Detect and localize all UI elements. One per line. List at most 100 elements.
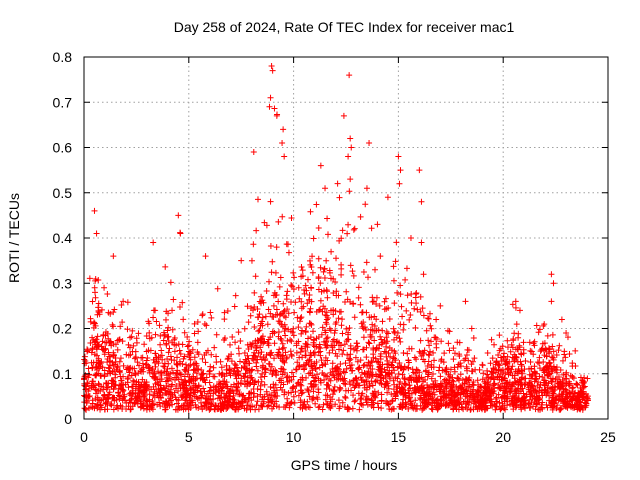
data-point [438,356,445,363]
data-point [339,351,346,358]
data-point [325,231,332,238]
data-point [351,225,358,232]
data-point [191,354,198,361]
data-point [412,324,419,331]
data-point [409,366,416,373]
data-point [347,351,354,358]
data-point [308,362,315,369]
data-point [230,392,237,399]
data-point [283,292,290,299]
data-point [498,376,505,383]
data-point [158,387,165,394]
data-point [426,310,433,317]
data-point [417,293,424,300]
data-point [533,322,540,329]
data-point [292,388,299,395]
data-point [402,381,409,388]
data-point [494,374,501,381]
data-point [206,400,213,407]
data-point [111,367,118,374]
data-point [97,388,104,395]
data-point [516,344,523,351]
data-point [522,380,529,387]
data-point [81,353,88,360]
data-point [321,274,328,281]
data-point [208,351,215,358]
data-point [522,357,529,364]
data-point [318,357,325,364]
data-point [210,390,217,397]
data-point [269,405,276,412]
data-point [290,286,297,293]
data-point [126,365,133,372]
data-point [254,196,261,203]
data-point [516,376,523,383]
data-point [372,266,379,273]
data-point [179,382,186,389]
data-point [478,398,485,405]
data-point [274,311,281,318]
data-point [417,349,424,356]
data-point [271,394,278,401]
data-point [531,368,538,375]
data-point [101,351,108,358]
data-point [103,386,110,393]
data-point [476,366,483,373]
data-point [515,366,522,373]
data-point [324,215,331,222]
data-point [321,266,328,273]
data-point [425,337,432,344]
data-point [258,349,265,356]
data-point [315,255,322,262]
data-point [549,389,556,396]
data-point [499,343,506,350]
data-point [247,379,254,386]
data-point [548,298,555,305]
data-point [504,402,511,409]
data-point [555,347,562,354]
data-point [110,351,117,358]
data-point [161,363,168,370]
data-point [342,394,349,401]
data-point [502,360,509,367]
data-point [469,368,476,375]
data-point [219,370,226,377]
data-point [115,392,122,399]
data-point [432,334,439,341]
data-point [406,316,413,323]
data-point [118,377,125,384]
data-point [241,373,248,380]
data-point [549,378,556,385]
data-point [395,153,402,160]
data-point [105,364,112,371]
data-point [399,385,406,392]
data-point [352,345,359,352]
data-point [391,300,398,307]
data-point [256,311,263,318]
data-point [435,400,442,407]
y-tick-label: 0.1 [53,366,73,382]
data-point [372,355,379,362]
data-point [532,406,539,413]
chart-title: Day 258 of 2024, Rate Of TEC Index for r… [174,19,515,35]
data-point [298,345,305,352]
data-point [459,376,466,383]
data-point [371,313,378,320]
data-point [238,380,245,387]
data-point [437,396,444,403]
data-point [132,390,139,397]
data-point [451,350,458,357]
data-point [89,345,96,352]
data-point [501,375,508,382]
data-point [444,327,451,334]
data-point [343,325,350,332]
data-point [115,405,122,412]
data-point [563,330,570,337]
data-point [470,386,477,393]
data-point [441,390,448,397]
data-point [479,393,486,400]
data-point [150,307,157,314]
data-point [140,401,147,408]
data-point [104,330,111,337]
data-point [329,360,336,367]
